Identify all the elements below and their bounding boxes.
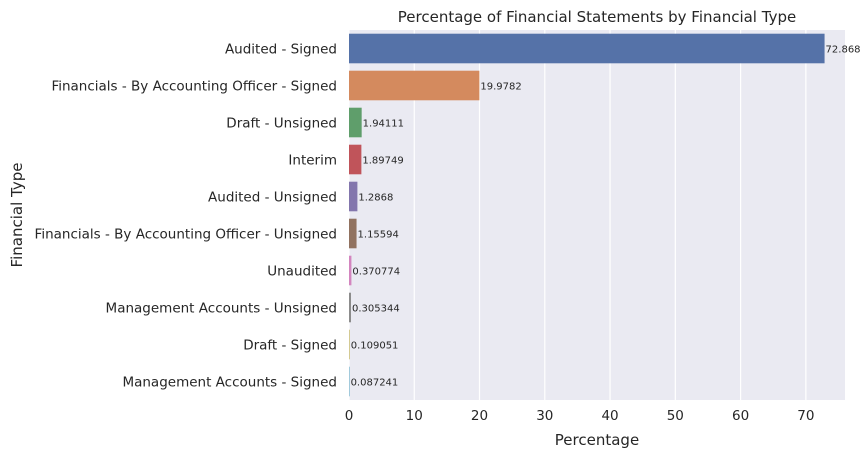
x-tick-label: 70 — [797, 408, 814, 424]
value-label: 1.2868 — [358, 193, 393, 204]
value-label: 0.305344 — [352, 304, 400, 315]
bar — [349, 107, 362, 138]
bar — [349, 144, 362, 175]
x-tick-label: 0 — [345, 408, 354, 424]
bar — [349, 255, 352, 286]
y-tick-label: Interim — [288, 153, 337, 169]
bars-group — [349, 33, 825, 397]
y-tick-label: Audited - Unsigned — [208, 190, 337, 206]
y-tick-label: Draft - Unsigned — [226, 116, 337, 132]
y-tick-label: Draft - Signed — [243, 338, 337, 354]
value-label: 1.94111 — [363, 119, 404, 130]
x-tick-labels: 0 10 20 30 40 50 60 70 — [345, 408, 815, 424]
x-tick-label: 10 — [406, 408, 423, 424]
value-label: 0.087241 — [351, 378, 399, 389]
y-tick-label: Management Accounts - Signed — [122, 375, 337, 391]
bar — [349, 218, 357, 249]
y-tick-label: Unaudited — [267, 264, 337, 280]
value-label: 1.15594 — [358, 230, 399, 241]
y-tick-labels: Audited - Signed Financials - By Accounti… — [35, 42, 337, 391]
bar — [349, 329, 350, 360]
x-tick-label: 30 — [536, 408, 553, 424]
bar — [349, 292, 351, 323]
y-tick-label: Management Accounts - Unsigned — [106, 301, 337, 317]
x-tick-label: 40 — [601, 408, 618, 424]
bar — [349, 33, 825, 64]
value-label: 0.370774 — [352, 267, 400, 278]
y-tick-label: Audited - Signed — [225, 42, 337, 58]
y-tick-label: Financials - By Accounting Officer - Sig… — [51, 79, 337, 95]
x-tick-label: 50 — [667, 408, 684, 424]
value-labels: 72.868 19.9782 1.94111 1.89749 1.2868 1.15594… — [351, 45, 861, 389]
value-label: 0.109051 — [351, 341, 399, 352]
chart-title: Percentage of Financial Statements by Fi… — [398, 8, 796, 26]
value-label: 19.9782 — [480, 82, 521, 93]
x-tick-label: 20 — [471, 408, 488, 424]
bar — [349, 70, 480, 101]
y-tick-label: Financials - By Accounting Officer - Uns… — [35, 227, 337, 243]
x-axis-label: Percentage — [555, 431, 639, 449]
value-label: 72.868 — [826, 45, 861, 56]
bar — [349, 366, 350, 397]
value-label: 1.89749 — [362, 156, 403, 167]
y-axis-label: Financial Type — [8, 163, 26, 268]
x-tick-label: 60 — [732, 408, 749, 424]
bar — [349, 181, 358, 212]
